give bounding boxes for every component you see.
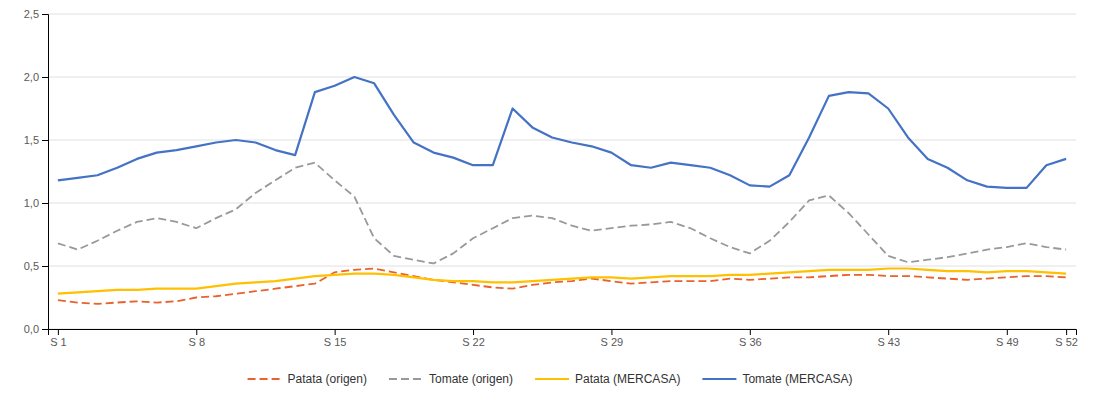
tick-label: S 43: [877, 336, 900, 348]
tick-mark: [611, 329, 612, 335]
legend-label: Patata (MERCASA): [575, 372, 680, 386]
tick-mark: [58, 329, 59, 335]
tick-label: S 1: [50, 336, 67, 348]
legend-item: Patata (MERCASA): [535, 372, 680, 386]
plot: S 1 S 8 S 15 S 22 S 29 S 36 S 43 S 49 S 52 0,0 0,5…: [24, 8, 1078, 348]
grid-line: [48, 77, 1076, 78]
tick-label: 2,0: [24, 71, 39, 83]
lines: [58, 77, 1066, 304]
tick-mark: [750, 329, 751, 335]
tick-mark: [42, 329, 48, 330]
tick: 2,0: [24, 71, 48, 83]
tick: S 49: [996, 329, 1019, 348]
tick-mark: [42, 203, 48, 204]
tick-mark: [1007, 329, 1008, 335]
tick-label: S 15: [324, 336, 347, 348]
tick: S 52: [1055, 329, 1078, 348]
tick-label: 1,5: [24, 134, 39, 146]
legend-label: Tomate (origen): [429, 372, 513, 386]
tick: S 15: [324, 329, 347, 348]
axis-line: [49, 330, 1077, 336]
tick-mark: [888, 329, 889, 335]
legend-item: Tomate (MERCASA): [702, 372, 852, 386]
tick: 0,5: [24, 260, 48, 272]
tick-mark: [42, 266, 48, 267]
tick: S 22: [462, 329, 485, 348]
tick: S 1: [50, 329, 67, 348]
series-line: [58, 269, 1066, 294]
tick-label: S 29: [601, 336, 624, 348]
tick-label: S 49: [996, 336, 1019, 348]
tick-label: S 8: [189, 336, 206, 348]
legend-item: Patata (origen): [248, 372, 367, 386]
tick: 1,5: [24, 134, 48, 146]
legend-label: Patata (origen): [288, 372, 367, 386]
tick-label: S 52: [1055, 336, 1078, 348]
chart: S 1 S 8 S 15 S 22 S 29 S 36 S 43 S 49 S 52 0,0 0,5…: [0, 0, 1100, 401]
legend-label: Tomate (MERCASA): [742, 372, 852, 386]
tick: 1,0: [24, 197, 48, 209]
tick-label: 1,0: [24, 197, 39, 209]
legend-swatch: [535, 378, 569, 380]
legend-swatch: [702, 378, 736, 380]
tick: S 29: [601, 329, 624, 348]
tick: 0,0: [24, 323, 48, 335]
x-axis: S 1 S 8 S 15 S 22 S 29 S 36 S 43 S 49 S 52: [49, 329, 1078, 348]
tick-mark: [1066, 329, 1067, 335]
tick-mark: [42, 14, 48, 15]
tick: 2,5: [24, 8, 48, 20]
tick-mark: [196, 329, 197, 335]
legend-swatch: [389, 378, 423, 380]
series-line: [58, 77, 1066, 188]
legend-item: Tomate (origen): [389, 372, 513, 386]
tick-mark: [42, 140, 48, 141]
series-line: [58, 269, 1066, 304]
tick-label: S 36: [739, 336, 762, 348]
tick-mark: [42, 77, 48, 78]
tick-mark: [473, 329, 474, 335]
tick-label: 2,5: [24, 8, 39, 20]
axis-line: [42, 15, 49, 330]
tick: S 43: [877, 329, 900, 348]
grid: [48, 14, 1076, 329]
tick-label: 0,5: [24, 260, 39, 272]
legend-swatch: [248, 378, 282, 380]
tick: S 36: [739, 329, 762, 348]
legend: Patata (origen) Tomate (origen) Patata (ME…: [248, 372, 853, 386]
grid-line: [48, 266, 1076, 267]
tick: S 8: [189, 329, 206, 348]
y-axis: 0,0 0,5 1,0 1,5 2,0 2,5: [24, 8, 49, 335]
grid-line: [48, 203, 1076, 204]
grid-line: [48, 14, 1076, 15]
tick-mark: [335, 329, 336, 335]
tick-label: 0,0: [24, 323, 39, 335]
series-line: [58, 163, 1066, 264]
tick-label: S 22: [462, 336, 485, 348]
